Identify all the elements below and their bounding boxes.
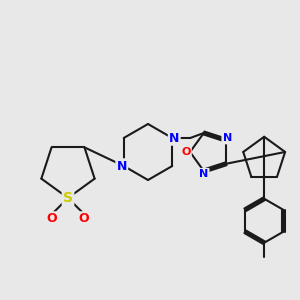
- Text: O: O: [47, 212, 57, 226]
- Text: N: N: [117, 160, 127, 172]
- Text: S: S: [63, 191, 73, 205]
- Text: O: O: [79, 212, 89, 226]
- Text: N: N: [199, 169, 208, 179]
- Text: N: N: [169, 131, 179, 145]
- Text: O: O: [181, 147, 191, 157]
- Text: N: N: [223, 133, 232, 143]
